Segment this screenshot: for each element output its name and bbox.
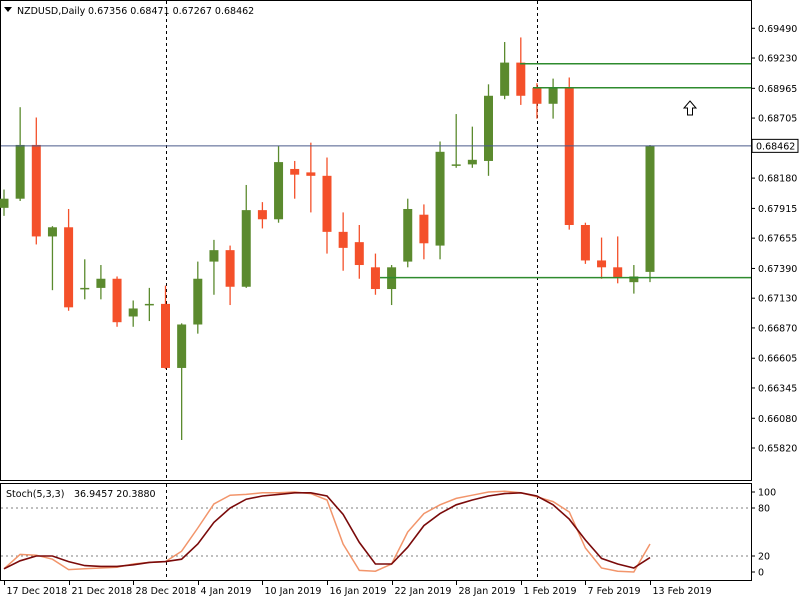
stoch-values: 36.9457 20.3880 [74, 489, 156, 500]
price-axis: 0.694900.692300.689650.687050.684450.681… [751, 24, 797, 455]
stoch-label: Stoch(5,3,3) [6, 489, 64, 500]
price-tick-label: 0.69230 [758, 54, 797, 65]
candle-body [144, 303, 154, 306]
price-tick-label: 0.67655 [758, 234, 797, 245]
symbol-label: NZDUSD,Daily [17, 6, 86, 17]
price-pane [0, 0, 752, 481]
stoch-d-line [3, 491, 651, 570]
price-tick-label: 0.66080 [758, 414, 797, 425]
time-tick-label: 16 Jan 2019 [330, 586, 387, 597]
candle-body [306, 172, 316, 176]
time-tick-label: 28 Dec 2018 [136, 586, 197, 597]
time-tick-label: 22 Jan 2019 [395, 586, 452, 597]
price-tick-label: 0.69490 [758, 24, 797, 35]
candle-body [370, 267, 380, 290]
candle-body [484, 95, 493, 161]
price-tick-label: 0.67130 [758, 294, 797, 305]
candle-body [241, 210, 251, 287]
candle-body [31, 144, 41, 237]
price-tick-label: 0.68965 [758, 84, 797, 95]
candle-body [532, 87, 542, 104]
price-tick-label: 0.66605 [758, 354, 797, 365]
candle-body [80, 287, 90, 290]
price-tick-label: 0.67915 [758, 204, 797, 215]
up-arrow-icon [682, 100, 698, 116]
candle-body [112, 278, 122, 323]
stoch-tick-label: 20 [758, 552, 770, 563]
candle-body [564, 87, 574, 225]
price-tick-label: 0.66345 [758, 383, 797, 394]
time-tick-label: 28 Jan 2019 [459, 586, 516, 597]
candle-body [0, 198, 9, 208]
candle-body [128, 308, 138, 317]
candle-body [177, 324, 187, 368]
candle-body [500, 62, 510, 96]
stoch-tick-label: 80 [758, 504, 770, 515]
price-marker: 0.68462 [751, 138, 799, 153]
candle-body [257, 210, 267, 220]
candle-body [354, 242, 364, 266]
dropdown-triangle-icon[interactable] [4, 7, 12, 12]
time-tick-label: 4 Jan 2019 [201, 586, 252, 597]
price-tick-label: 0.67390 [758, 264, 797, 275]
candles-group [0, 37, 655, 440]
candle-body [64, 227, 74, 308]
time-tick-label: 7 Feb 2019 [588, 586, 641, 597]
candle-body [419, 214, 429, 244]
stoch-tick-label: 0 [758, 568, 764, 579]
time-tick-label: 21 Dec 2018 [72, 586, 133, 597]
candle-body [290, 168, 300, 175]
candle-body [161, 303, 170, 368]
price-tick-label: 0.65820 [758, 444, 797, 455]
candle-body [645, 146, 655, 272]
time-tick-label: 10 Jan 2019 [265, 586, 322, 597]
stochastic-lines [1, 490, 751, 573]
candle-body [322, 175, 332, 232]
candle-body [96, 278, 106, 288]
candle-body [548, 87, 558, 104]
candle-body [467, 159, 477, 165]
price-tick-label: 0.68705 [758, 114, 797, 125]
candle-body [629, 276, 639, 283]
candle-body [193, 278, 203, 325]
candle-body [403, 208, 413, 262]
candle-body [47, 227, 57, 237]
candle-body [274, 162, 284, 220]
time-tick-label: 17 Dec 2018 [7, 586, 68, 597]
candle-body [597, 260, 607, 268]
ohlc-values: 0.67356 0.68471 0.67267 0.68462 [88, 6, 254, 17]
overlay-lines [1, 62, 751, 279]
svg-text:0.68462: 0.68462 [756, 141, 795, 152]
candle-body [209, 250, 219, 262]
stoch-tick-label: 100 [758, 488, 776, 499]
grid-lines [166, 1, 538, 580]
candle-body [15, 144, 25, 199]
candle-body [225, 250, 235, 287]
price-tick-label: 0.68180 [758, 174, 797, 185]
stoch-axis: 100 80 20 0 [751, 488, 776, 579]
candle-body [580, 224, 590, 261]
candle-body [451, 164, 461, 166]
candle-body [435, 151, 445, 246]
time-axis: 17 Dec 2018 21 Dec 2018 28 Dec 2018 4 Jan 2… [4, 581, 712, 597]
candle-body [516, 62, 526, 96]
time-tick-label: 13 Feb 2019 [653, 586, 712, 597]
time-tick-label: 1 Feb 2019 [524, 586, 577, 597]
candle-body [613, 267, 623, 278]
price-tick-label: 0.66870 [758, 323, 797, 334]
candle-body [338, 231, 348, 248]
